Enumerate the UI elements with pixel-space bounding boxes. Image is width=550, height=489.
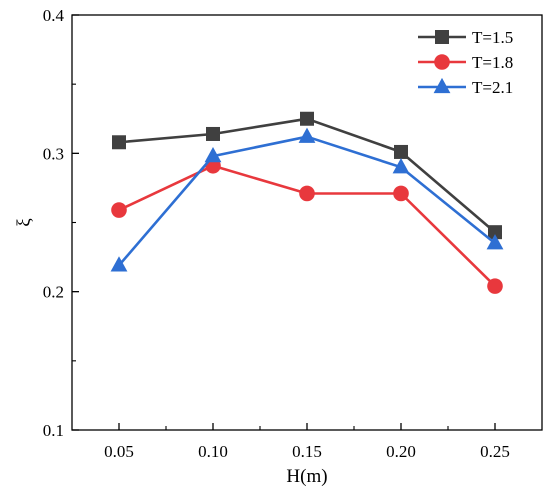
triangle-marker <box>298 127 316 143</box>
square-marker <box>488 225 502 240</box>
x-tick-label: 0.10 <box>198 442 228 461</box>
square-marker <box>435 30 449 44</box>
square-marker <box>112 135 126 150</box>
square-marker <box>206 126 220 141</box>
circle-marker <box>393 185 409 202</box>
circle-marker <box>111 202 127 218</box>
triangle-marker <box>392 158 410 174</box>
y-tick-label: 0.3 <box>43 144 64 163</box>
legend-label: T=1.5 <box>472 28 513 47</box>
x-tick-label: 0.15 <box>292 442 322 461</box>
legend-item: T=1.8 <box>418 53 513 72</box>
y-tick-label: 0.4 <box>43 6 65 25</box>
y-tick-label: 0.1 <box>43 421 64 440</box>
circle-marker <box>299 185 315 202</box>
legend-item: T=2.1 <box>418 77 513 97</box>
series-T=1.5 <box>112 111 502 240</box>
series-layer <box>110 111 504 294</box>
triangle-marker <box>486 234 504 250</box>
x-tick-label: 0.25 <box>480 442 510 461</box>
legend-label: T=2.1 <box>472 78 513 97</box>
triangle-marker <box>110 256 128 272</box>
circle-marker <box>434 54 450 70</box>
x-axis-title: H(m) <box>286 466 327 487</box>
square-marker <box>394 144 408 159</box>
x-tick-label: 0.05 <box>104 442 134 461</box>
series-T=2.1 <box>110 127 504 272</box>
legend-item: T=1.5 <box>418 28 513 47</box>
triangle-marker <box>204 146 222 163</box>
square-marker <box>300 111 314 126</box>
series-T=1.8 <box>111 157 503 294</box>
legend: T=1.5 T=1.8 T=2.1 <box>418 28 513 97</box>
y-axis-title: ξ <box>14 218 35 227</box>
y-tick-label: 0.2 <box>43 283 64 302</box>
triangle-marker <box>433 77 451 94</box>
legend-label: T=1.8 <box>472 53 513 72</box>
circle-marker <box>487 278 503 294</box>
axes: 0.1 0.2 0.3 0.4 0.05 0.10 0.15 0.20 0.25 <box>43 6 543 461</box>
x-tick-label: 0.20 <box>386 442 416 461</box>
